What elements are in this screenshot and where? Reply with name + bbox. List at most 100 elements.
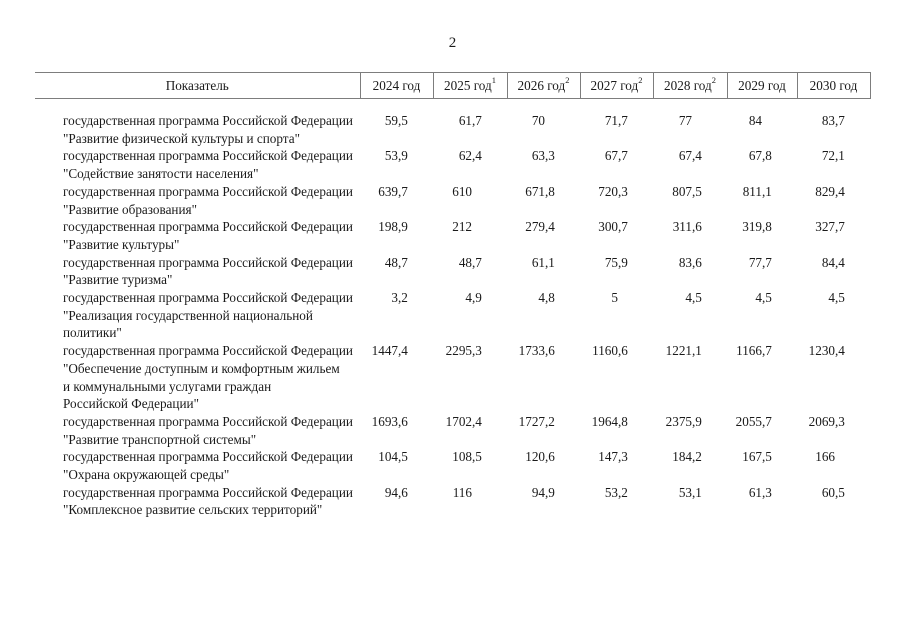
value-cell: 1727,2	[518, 413, 555, 429]
value-cell: 84	[748, 113, 762, 128]
programs-table: Показатель 2024 год 2025 год1 2026 год2 …	[35, 72, 871, 519]
value-cell: 1447,4	[371, 343, 408, 359]
header-row: Показатель 2024 год 2025 год1 2026 год2 …	[35, 72, 871, 99]
value-cell: 1221,1	[665, 343, 702, 359]
column-header-label: 2029 год	[738, 77, 786, 93]
value-cell: 279,4	[525, 219, 555, 235]
program-name-cell: государственная программа Российской Фед…	[63, 449, 353, 483]
table-row: государственная программа Российской Фед…	[35, 218, 870, 253]
table-body: государственная программа Российской Фед…	[35, 99, 870, 520]
value-cell: 3,2	[391, 290, 408, 306]
value-cell: 1693,6	[371, 413, 408, 429]
value-cell: 4,5	[685, 290, 702, 306]
column-header-2026: 2026 год2	[506, 72, 580, 99]
table-row: государственная программа Российской Фед…	[35, 147, 870, 182]
program-name-cell: государственная программа Российской Фед…	[63, 290, 353, 341]
value-cell: 116	[452, 484, 472, 500]
footnote-marker: 2	[711, 75, 716, 86]
program-name-cell: государственная программа Российской Фед…	[63, 254, 353, 288]
program-name-cell: государственная программа Российской Фед…	[63, 484, 353, 518]
value-cell: 1702,4	[445, 413, 482, 429]
program-name-cell: государственная программа Российской Фед…	[63, 413, 353, 447]
footnote-marker: 1	[491, 75, 496, 86]
column-header-label: 2026 год	[517, 77, 566, 93]
value-cell: 67,8	[748, 148, 772, 164]
table-row: государственная программа Российской Фед…	[35, 99, 870, 148]
column-header-2030: 2030 год	[796, 72, 871, 99]
table-row: государственная программа Российской Фед…	[35, 342, 870, 413]
program-name-cell: государственная программа Российской Фед…	[63, 113, 353, 146]
table-row: государственная программа Российской Фед…	[35, 484, 870, 519]
value-cell: 5	[611, 290, 618, 306]
value-cell: 61,7	[458, 113, 482, 128]
table-row: государственная программа Российской Фед…	[35, 254, 870, 289]
value-cell: 53,2	[604, 484, 628, 500]
value-cell: 94,6	[384, 484, 408, 500]
value-cell: 1964,8	[591, 413, 628, 429]
program-name-cell: государственная программа Российской Фед…	[63, 183, 353, 217]
value-cell: 108,5	[452, 449, 482, 465]
value-cell: 212	[452, 219, 472, 235]
table-row: государственная программа Российской Фед…	[35, 183, 870, 218]
value-cell: 53,9	[384, 148, 408, 164]
column-header-label: 2030 год	[809, 77, 858, 93]
value-cell: 811,1	[742, 183, 772, 199]
column-header-2024: 2024 год	[359, 72, 433, 99]
value-cell: 94,9	[531, 484, 555, 500]
column-header-label: Показатель	[165, 77, 229, 93]
value-cell: 166	[815, 449, 835, 465]
table-row: государственная программа Российской Фед…	[35, 413, 870, 448]
value-cell: 4,8	[538, 290, 555, 306]
column-header-indicator: Показатель	[35, 72, 360, 99]
value-cell: 198,9	[378, 219, 408, 235]
value-cell: 63,3	[531, 148, 555, 164]
column-header-2027: 2027 год2	[579, 72, 653, 99]
program-name-cell: государственная программа Российской Фед…	[63, 219, 353, 252]
value-cell: 67,7	[604, 148, 628, 164]
value-cell: 610	[452, 183, 472, 199]
table-row: государственная программа Российской Фед…	[35, 448, 870, 483]
column-header-label: 2028 год	[664, 77, 712, 93]
value-cell: 4,5	[755, 290, 772, 306]
value-cell: 147,3	[598, 449, 628, 465]
table-header: Показатель 2024 год 2025 год1 2026 год2 …	[35, 72, 871, 99]
value-cell: 1733,6	[518, 343, 555, 359]
value-cell: 2069,3	[808, 413, 845, 429]
value-cell: 720,3	[598, 183, 628, 199]
value-cell: 104,5	[378, 449, 408, 465]
program-name-cell: государственная программа Российской Фед…	[63, 148, 353, 182]
footnote-marker: 2	[565, 75, 570, 86]
column-header-label: 2024 год	[372, 77, 421, 93]
value-cell: 67,4	[678, 148, 702, 164]
value-cell: 61,1	[531, 254, 555, 270]
table-row: государственная программа Российской Фед…	[35, 289, 870, 342]
program-name-cell: государственная программа Российской Фед…	[63, 343, 353, 412]
value-cell: 2055,7	[735, 413, 772, 429]
column-header-2029: 2029 год	[726, 72, 797, 99]
value-cell: 75,9	[604, 254, 628, 270]
value-cell: 48,7	[458, 254, 482, 270]
page-number: 2	[448, 35, 457, 51]
value-cell: 120,6	[525, 449, 555, 465]
value-cell: 71,7	[604, 113, 628, 128]
column-header-2028: 2028 год2	[652, 72, 727, 99]
value-cell: 184,2	[672, 449, 702, 465]
value-cell: 1230,4	[808, 343, 845, 359]
value-cell: 807,5	[672, 183, 702, 199]
value-cell: 2295,3	[445, 343, 482, 359]
column-header-label: 2025 год	[444, 77, 492, 93]
value-cell: 84,4	[821, 254, 845, 270]
column-header-label: 2027 год	[590, 77, 639, 93]
value-cell: 671,8	[525, 183, 555, 199]
value-cell: 70	[531, 113, 545, 128]
value-cell: 61,3	[748, 484, 772, 500]
value-cell: 72,1	[821, 148, 845, 164]
value-cell: 4,9	[465, 290, 482, 306]
value-cell: 167,5	[742, 449, 772, 465]
value-cell: 300,7	[598, 219, 628, 235]
value-cell: 327,7	[815, 219, 845, 235]
column-header-2025: 2025 год1	[432, 72, 507, 99]
value-cell: 1160,6	[592, 343, 628, 359]
value-cell: 639,7	[378, 183, 408, 199]
